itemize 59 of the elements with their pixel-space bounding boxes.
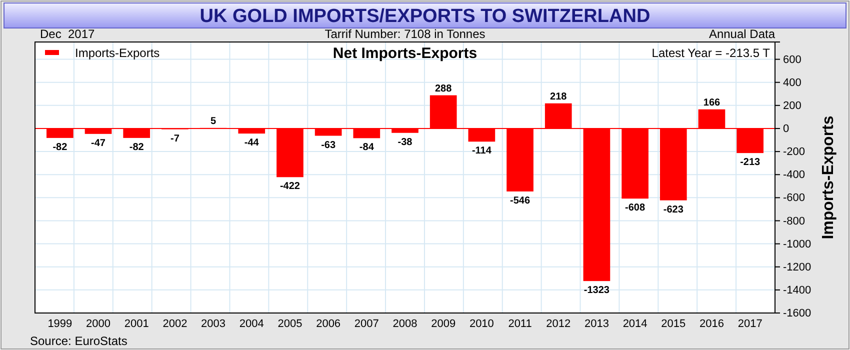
chart-title: UK GOLD IMPORTS/EXPORTS TO SWITZERLAND — [200, 6, 650, 27]
x-tick-label: 2012 — [546, 318, 571, 330]
x-tick-label: 2010 — [469, 318, 494, 330]
data-label: 166 — [703, 97, 721, 108]
y-tick-label: -1600 — [783, 308, 812, 320]
x-tick-label: 2009 — [431, 318, 456, 330]
text: Annual Data — [708, 27, 776, 41]
chart-subtitle: Net Imports-Exports — [332, 45, 478, 62]
data-label: -82 — [52, 142, 68, 153]
text: Dec 2017 — [40, 27, 96, 41]
y-tick-label: -400 — [783, 169, 806, 182]
x-tick-label: 2002 — [162, 318, 188, 330]
x-tick-label: 2017 — [738, 318, 762, 330]
y-tick-label: 600 — [783, 54, 802, 66]
x-tick-label: 2011 — [508, 318, 532, 330]
data-label: -38 — [398, 136, 413, 148]
data-label: 288 — [435, 83, 452, 94]
data-label: 218 — [550, 91, 568, 102]
y-tick-label: -1000 — [783, 238, 812, 250]
text: Tarrif Number: 7108 in Tonnes — [324, 27, 486, 41]
data-label: -7 — [170, 133, 180, 144]
data-label: -114 — [472, 146, 492, 157]
x-tick-label: 2006 — [316, 318, 341, 330]
data-label: -608 — [625, 202, 646, 214]
data-label: -82 — [129, 142, 144, 153]
annotation: Latest Year = -213.5 T — [652, 46, 771, 60]
y-tick-label: -800 — [783, 215, 806, 228]
y-tick-label: -1400 — [783, 284, 812, 296]
data-label: 5 — [210, 116, 217, 127]
data-label: -47 — [91, 138, 106, 149]
data-label: -63 — [321, 140, 336, 151]
data-label: -44 — [244, 138, 260, 149]
x-tick-label: 2004 — [239, 318, 264, 330]
x-tick-label: 2014 — [622, 318, 648, 330]
legend-label: Imports-Exports — [75, 46, 160, 60]
x-tick-label: 2003 — [201, 318, 226, 330]
x-tick-label: 2007 — [354, 318, 379, 330]
data-label: -623 — [663, 204, 684, 216]
data-label: -1323 — [584, 285, 610, 296]
data-label: -422 — [280, 181, 300, 192]
y-tick-label: 400 — [783, 76, 802, 89]
data-label: -546 — [510, 195, 530, 206]
y-tick-label: 200 — [783, 100, 802, 112]
data-label: -84 — [359, 142, 374, 154]
x-tick-label: 2005 — [278, 318, 302, 330]
y-axis-title: Imports-Exports — [820, 116, 837, 240]
y-tick-label: -1200 — [783, 261, 812, 274]
x-tick-label: 2016 — [699, 318, 724, 330]
data-label: -213 — [740, 157, 761, 168]
x-tick-label: 2008 — [392, 318, 418, 330]
y-tick-label: -200 — [783, 146, 806, 158]
source-note: Source: EuroStats — [30, 334, 128, 348]
x-tick-label: 2015 — [661, 318, 686, 330]
x-tick-label: 2000 — [86, 318, 111, 330]
y-tick-label: -600 — [783, 192, 806, 204]
x-tick-label: 2013 — [584, 318, 609, 330]
x-tick-label: 1999 — [48, 318, 72, 330]
x-tick-label: 2001 — [124, 318, 149, 330]
y-tick-label: 0 — [783, 123, 790, 136]
